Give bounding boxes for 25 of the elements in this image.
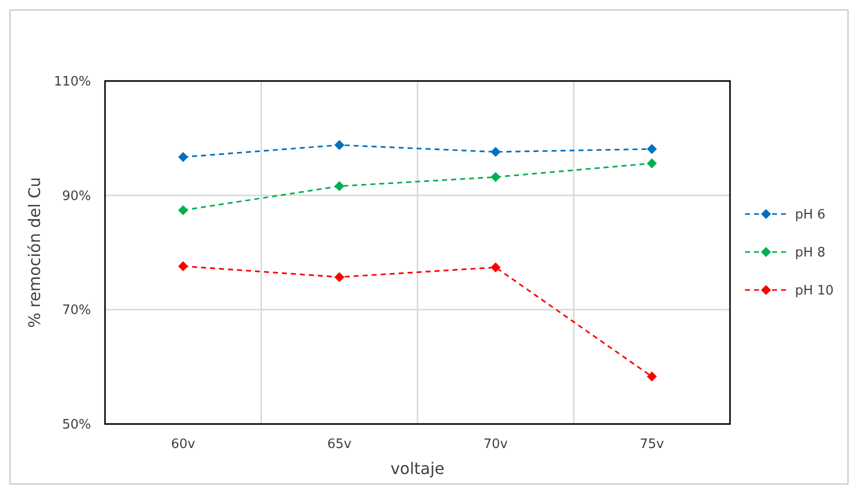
x-tick-label: 75v (640, 437, 664, 452)
point (178, 261, 188, 272)
point (646, 144, 657, 154)
x-tick-label: 60v (171, 437, 196, 452)
y-axis-title: % remoción del Cu (25, 177, 44, 328)
legend-label: pH 10 (795, 284, 834, 299)
point (490, 262, 501, 272)
legend-label: pH 6 (795, 208, 826, 223)
point (178, 152, 188, 162)
point (334, 272, 344, 282)
x-tick-label: 65v (327, 437, 352, 452)
point (334, 181, 344, 192)
point (334, 140, 344, 150)
x-axis-title: voltaje (390, 459, 445, 478)
y-tick-label: 90% (62, 188, 91, 204)
y-tick-label: 70% (62, 303, 91, 318)
y-tick-label: 50% (62, 418, 91, 433)
point (646, 158, 657, 168)
legend-label: pH 8 (795, 246, 826, 261)
y-tick-label: 110% (54, 74, 91, 90)
point (178, 205, 188, 216)
x-tick-label: 70v (484, 437, 508, 452)
point (646, 372, 657, 382)
point (490, 172, 501, 182)
point (490, 146, 501, 157)
